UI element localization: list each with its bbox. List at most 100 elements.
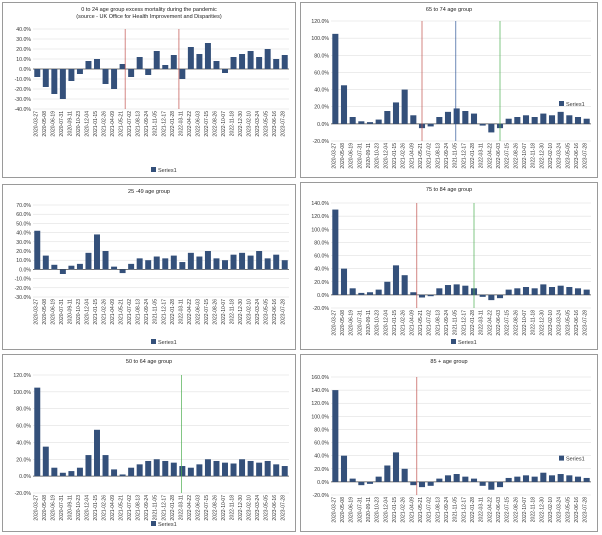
bar <box>410 292 417 295</box>
chart-65-74-svg: -20.0% 0.0% 20.0% 40.0% 60.0% 80.0% 100.0% 120.… <box>311 19 591 169</box>
bar <box>427 123 434 127</box>
bar <box>187 467 194 477</box>
bar <box>119 269 126 274</box>
x-tick-label: 2021-05-21 <box>119 299 125 325</box>
bar <box>213 258 220 270</box>
y-tick-label: 0.0% <box>19 67 31 73</box>
bar <box>145 69 152 75</box>
bar <box>375 476 382 482</box>
bar <box>128 263 135 270</box>
legend-swatch <box>151 339 156 344</box>
x-tick-label: 2021-01-15 <box>392 310 398 336</box>
y-tick-label: 60.0% <box>314 70 329 76</box>
bar <box>187 252 194 270</box>
x-tick-label: 2021-08-13 <box>136 299 142 325</box>
bar <box>453 474 460 482</box>
bar <box>76 467 83 477</box>
bar <box>239 252 246 270</box>
x-tick-label: 2020-10-23 <box>76 299 82 325</box>
bar <box>522 115 530 124</box>
bar <box>375 119 382 124</box>
x-tick-label: 2022-11-18 <box>230 111 236 136</box>
chart-0-24-svg: -40.0% -30.0% -20.0% -10.0% 0.0% 10.0% 20.0% 30… <box>15 27 289 174</box>
y-tick-label: -20.0% <box>313 139 330 145</box>
x-tick-label: 2022-07-15 <box>204 495 210 521</box>
bar <box>102 69 109 84</box>
x-tick-label: 2022-08-26 <box>212 495 218 521</box>
x-tick-label: 2023-07-28 <box>583 310 589 336</box>
bar <box>540 472 547 482</box>
bar <box>548 115 556 124</box>
bar <box>187 47 194 69</box>
bar <box>264 258 271 270</box>
legend-label: Series1 <box>158 522 177 528</box>
bar <box>349 478 356 482</box>
x-tick-label: 2021-08-13 <box>136 495 142 521</box>
x-tick-label: 2022-10-07 <box>522 143 528 169</box>
y-tick-label: 80.0% <box>314 240 329 246</box>
bar <box>384 111 391 124</box>
x-tick-label: 2021-07-02 <box>127 111 133 137</box>
x-tick-label: 2022-01-28 <box>170 495 176 521</box>
x-tick-label: 2020-06-19 <box>349 497 355 523</box>
y-tick-label: 140.0% <box>311 388 329 394</box>
bar <box>222 69 228 73</box>
bar <box>162 65 169 69</box>
bar <box>111 469 118 477</box>
x-tick-label: 2022-03-11 <box>479 143 485 168</box>
bar <box>230 57 237 69</box>
bar <box>332 209 339 295</box>
bar <box>453 108 460 124</box>
x-tick-label: 2022-11-18 <box>230 299 236 324</box>
bar <box>557 111 564 124</box>
x-tick-label: 2022-10-07 <box>221 111 227 137</box>
x-tick-label: 2020-07-31 <box>357 497 363 523</box>
x-tick-label: 2022-03-11 <box>178 299 184 324</box>
bar <box>179 69 186 79</box>
bar <box>366 292 374 295</box>
legend-swatch <box>451 339 456 344</box>
x-tick-label: 2020-03-27 <box>33 495 39 521</box>
x-tick-label: 2020-12-04 <box>383 143 389 169</box>
legend-swatch <box>559 101 564 106</box>
bar <box>358 481 365 486</box>
y-tick-label: 60.0% <box>314 254 329 260</box>
bar <box>42 446 49 477</box>
x-tick-label: 2022-08-26 <box>212 299 218 325</box>
x-tick-label: 2022-11-18 <box>531 143 537 168</box>
x-tick-label: 2020-05-08 <box>42 495 48 521</box>
bar <box>418 481 426 488</box>
y-tick-label: 160.0% <box>311 375 329 381</box>
x-tick-label: 2023-03-24 <box>557 143 563 169</box>
x-tick-label: 2020-09-11 <box>67 111 73 136</box>
bar <box>557 285 564 295</box>
x-tick-label: 2023-02-10 <box>247 495 253 521</box>
bar <box>531 476 538 482</box>
bar <box>375 289 382 295</box>
x-tick-label: 2021-12-17 <box>161 299 167 325</box>
chart-0-24-title-block: 0 to 24 age group excess mortality durin… <box>3 7 295 21</box>
y-tick-label: -20.0% <box>313 493 330 499</box>
bar <box>102 455 109 477</box>
bar <box>94 234 100 270</box>
x-tick-label: 2022-08-26 <box>513 143 519 169</box>
bar <box>462 476 469 482</box>
x-tick-label: 2023-02-10 <box>247 111 253 137</box>
bar <box>436 288 443 295</box>
x-tick-label: 2021-02-26 <box>102 299 108 325</box>
bar <box>256 462 263 477</box>
bar <box>145 460 152 477</box>
bar <box>366 481 374 484</box>
bar <box>59 69 66 99</box>
x-tick-label: 2021-11-05 <box>453 143 459 168</box>
bar <box>514 117 521 124</box>
bar <box>68 471 75 477</box>
legend-swatch <box>151 167 156 172</box>
x-tick-label: 2023-07-28 <box>281 111 287 137</box>
x-tick-label: 2020-06-19 <box>349 310 355 336</box>
x-tick-label: 2021-02-26 <box>401 310 407 336</box>
x-tick-label: 2021-05-21 <box>418 143 424 169</box>
x-tick-label: 2021-04-09 <box>409 497 415 523</box>
x-tick-label: 2021-12-17 <box>161 111 167 137</box>
y-tick-label: 120.0% <box>311 19 329 25</box>
